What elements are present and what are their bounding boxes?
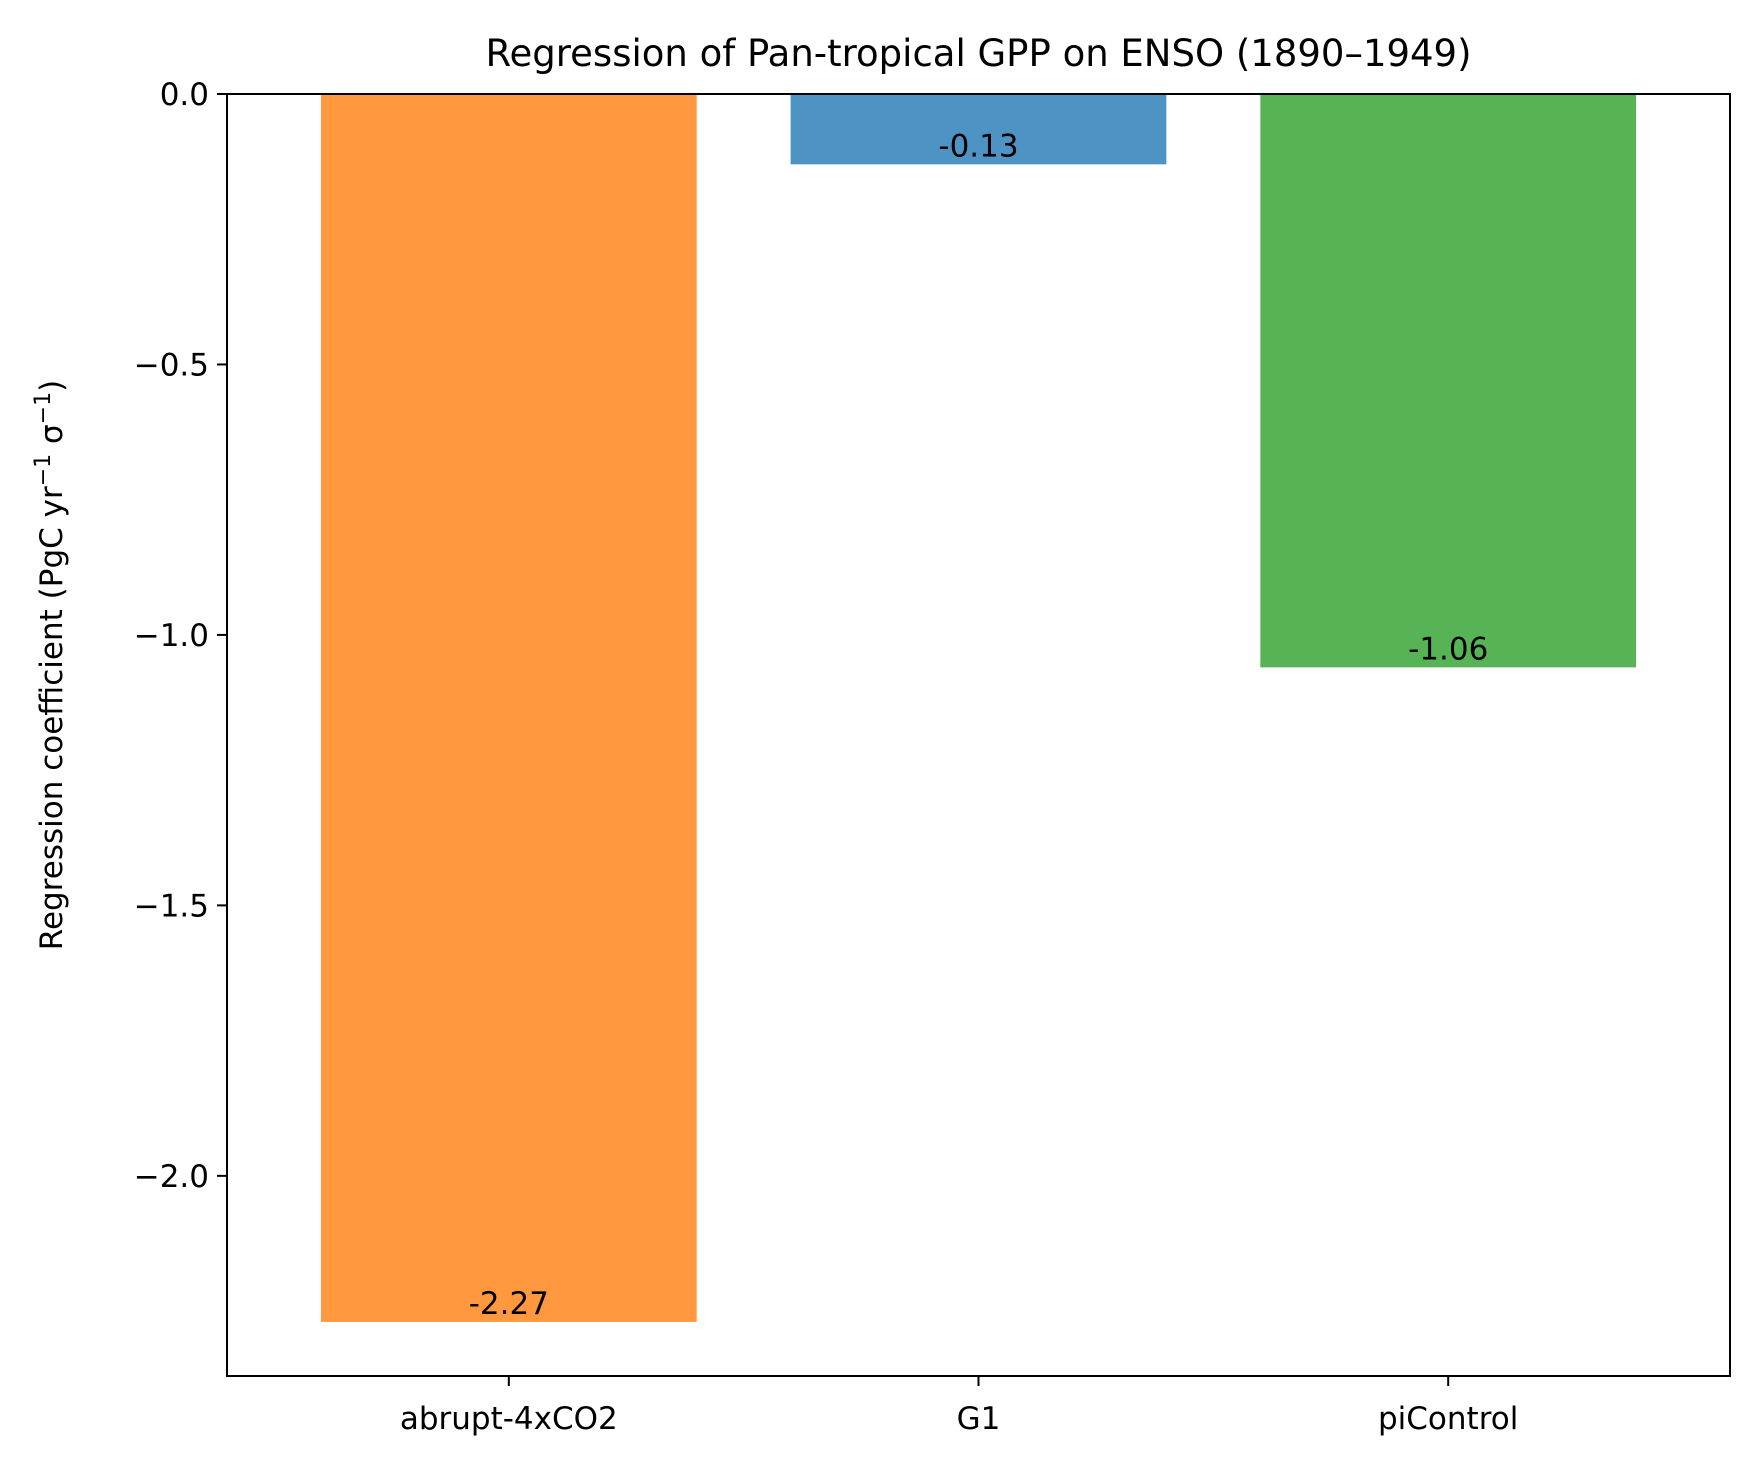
y-axis-label-suffix: ) <box>34 380 70 392</box>
y-axis-label-superscript-1: −1 <box>31 454 56 486</box>
bar-value-label: -1.06 <box>1408 631 1488 667</box>
y-axis-label-superscript-2: −1 <box>31 392 56 424</box>
x-tick-label: G1 <box>957 1401 1001 1437</box>
bar-value-label: -0.13 <box>938 128 1018 164</box>
y-axis-label-prefix: Regression coefficient (PgC yr <box>34 486 70 950</box>
x-tick-label: abrupt-4xCO2 <box>400 1401 618 1437</box>
y-tick-label: −0.5 <box>134 347 209 383</box>
y-axis-label: Regression coefficient (PgC yr−1 σ−1) <box>31 380 70 950</box>
y-axis-label-middle: σ <box>34 424 70 454</box>
chart-title: Regression of Pan-tropical GPP on ENSO (… <box>485 32 1471 75</box>
plot-area: -2.27 -0.13 -1.06 0.0 −0.5 −1.0 −1.5 −2.0 abrupt… <box>134 77 1731 1437</box>
bar-value-label: -2.27 <box>469 1286 549 1322</box>
y-tick-label: −1.5 <box>134 888 209 924</box>
bar-abrupt-4xco2 <box>320 94 697 1322</box>
bar-g1 <box>790 94 1167 165</box>
bar-picontrol <box>1260 94 1637 668</box>
x-tick-label: piControl <box>1378 1401 1518 1437</box>
y-tick-label: −1.0 <box>134 618 209 654</box>
y-tick-label: 0.0 <box>160 77 209 113</box>
y-tick-label: −2.0 <box>134 1159 209 1195</box>
